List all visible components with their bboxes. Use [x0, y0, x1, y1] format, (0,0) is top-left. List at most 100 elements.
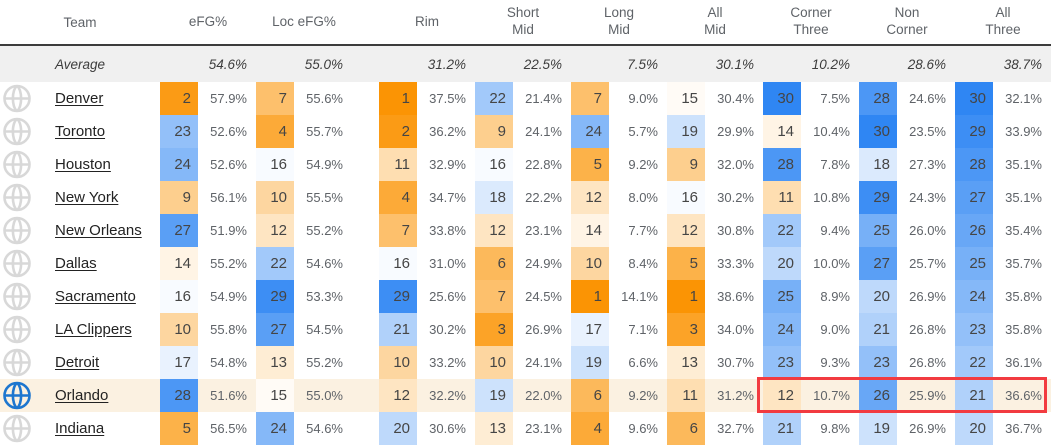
column-header-rim[interactable]: Rim	[415, 13, 439, 29]
team-name[interactable]: Houston	[55, 155, 111, 173]
team-logo-cell	[0, 412, 48, 445]
pct-cell: 35.4%	[1005, 223, 1042, 238]
rank-cell: 10	[379, 346, 417, 379]
team-name[interactable]: Indiana	[55, 419, 105, 437]
rank-cell: 13	[256, 346, 294, 379]
table-row: Denver 2 57.9% 7 55.6% 1 37.5% 22 21.4% 7 9.0% 15 3…	[0, 82, 1051, 115]
column-gap	[352, 346, 379, 379]
rank-cell: 29	[379, 280, 417, 313]
average-value: 28.6%	[907, 56, 946, 72]
rank-cell: 28	[955, 148, 993, 181]
column-gap	[352, 82, 379, 115]
column-header-long-mid[interactable]: Long Mid	[603, 5, 635, 37]
pct-cell: 8.9%	[820, 289, 850, 304]
rank-cell: 25	[955, 247, 993, 280]
pct-cell: 56.1%	[210, 190, 247, 205]
column-gap	[352, 0, 379, 44]
pct-cell: 34.7%	[429, 190, 466, 205]
rank-cell: 24	[571, 115, 609, 148]
team-name[interactable]: Orlando	[55, 386, 109, 404]
team-logo-icon	[3, 381, 31, 410]
pct-cell: 33.3%	[717, 256, 754, 271]
team-logo-cell	[0, 181, 48, 214]
pct-cell: 32.9%	[429, 157, 466, 172]
column-header-loc-efg[interactable]: Loc eFG%	[272, 13, 336, 29]
column-header-all-three[interactable]: All Three	[985, 5, 1021, 37]
pct-cell: 55.6%	[306, 91, 343, 106]
rank-cell: 3	[667, 313, 705, 346]
pct-cell: 14.1%	[621, 289, 658, 304]
team-logo-cell	[0, 82, 48, 115]
pct-cell: 22.0%	[525, 388, 562, 403]
rank-cell: 10	[160, 313, 198, 346]
pct-cell: 8.4%	[628, 256, 658, 271]
pct-cell: 7.8%	[820, 157, 850, 172]
team-logo-icon	[3, 216, 31, 245]
rank-cell: 13	[475, 412, 513, 445]
rank-cell: 16	[160, 280, 198, 313]
team-logo-cell	[0, 313, 48, 346]
team-logo-icon	[3, 84, 31, 113]
team-logo-cell	[0, 346, 48, 379]
rank-cell: 23	[955, 313, 993, 346]
rank-cell: 28	[859, 82, 897, 115]
column-header-team[interactable]: Team	[63, 14, 97, 30]
table-row: Dallas 14 55.2% 22 54.6% 16 31.0% 6 24.9% 10 8.4%…	[0, 247, 1051, 280]
column-header-all-mid[interactable]: All Mid	[704, 5, 726, 37]
team-name[interactable]: Toronto	[55, 122, 106, 140]
column-header-efg[interactable]: eFG%	[188, 13, 228, 29]
pct-cell: 54.5%	[306, 322, 343, 337]
average-row: Average 54.6% 55.0% 31.2% 22.5% 7.5% 30.…	[0, 46, 1051, 82]
column-header-corner-three[interactable]: Corner Three	[790, 5, 832, 37]
pct-cell: 25.9%	[909, 388, 946, 403]
rank-cell: 13	[667, 346, 705, 379]
team-logo-icon	[3, 348, 31, 377]
team-name[interactable]: Sacramento	[55, 287, 136, 305]
team-name[interactable]: New Orleans	[55, 221, 142, 239]
pct-cell: 26.8%	[909, 322, 946, 337]
rank-cell: 4	[256, 115, 294, 148]
rank-cell: 29	[955, 115, 993, 148]
pct-cell: 23.1%	[525, 223, 562, 238]
pct-cell: 9.3%	[820, 355, 850, 370]
rank-cell: 1	[571, 280, 609, 313]
team-name[interactable]: Denver	[55, 89, 104, 107]
average-value: 10.2%	[811, 56, 850, 72]
rank-cell: 25	[763, 280, 801, 313]
pct-cell: 9.0%	[820, 322, 850, 337]
pct-cell: 51.6%	[210, 388, 247, 403]
table-row: Orlando 28 51.6% 15 55.0% 12 32.2% 19 22.0% 6 9.2…	[0, 377, 1051, 413]
pct-cell: 36.1%	[1005, 355, 1042, 370]
column-header-non-corner[interactable]: Non Corner	[886, 5, 928, 37]
table-row: Detroit 17 54.8% 13 55.2% 10 33.2% 10 24.1% 19 6.…	[0, 346, 1051, 379]
team-logo-icon	[3, 414, 31, 443]
team-name[interactable]: Dallas	[55, 254, 97, 272]
rank-cell: 30	[859, 115, 897, 148]
column-header-short-mid[interactable]: Short Mid	[506, 5, 540, 37]
pct-cell: 26.9%	[525, 322, 562, 337]
rank-cell: 24	[763, 313, 801, 346]
pct-cell: 10.0%	[813, 256, 850, 271]
pct-cell: 10.7%	[813, 388, 850, 403]
pct-cell: 29.9%	[717, 124, 754, 139]
pct-cell: 35.8%	[1005, 289, 1042, 304]
rank-cell: 10	[475, 346, 513, 379]
pct-cell: 9.8%	[820, 421, 850, 436]
pct-cell: 22.2%	[525, 190, 562, 205]
team-name-cell: Houston	[48, 156, 160, 174]
rank-cell: 7	[256, 82, 294, 115]
team-name[interactable]: Detroit	[55, 353, 100, 371]
pct-cell: 52.6%	[210, 124, 247, 139]
rank-cell: 7	[379, 214, 417, 247]
team-name[interactable]: LA Clippers	[55, 320, 132, 338]
rank-cell: 11	[667, 379, 705, 412]
column-gap	[352, 412, 379, 445]
team-name[interactable]: New York	[55, 188, 119, 206]
rank-cell: 23	[859, 346, 897, 379]
team-name-cell: Orlando	[48, 387, 160, 405]
pct-cell: 55.8%	[210, 322, 247, 337]
pct-cell: 31.2%	[717, 388, 754, 403]
rank-cell: 27	[160, 214, 198, 247]
pct-cell: 51.9%	[210, 223, 247, 238]
